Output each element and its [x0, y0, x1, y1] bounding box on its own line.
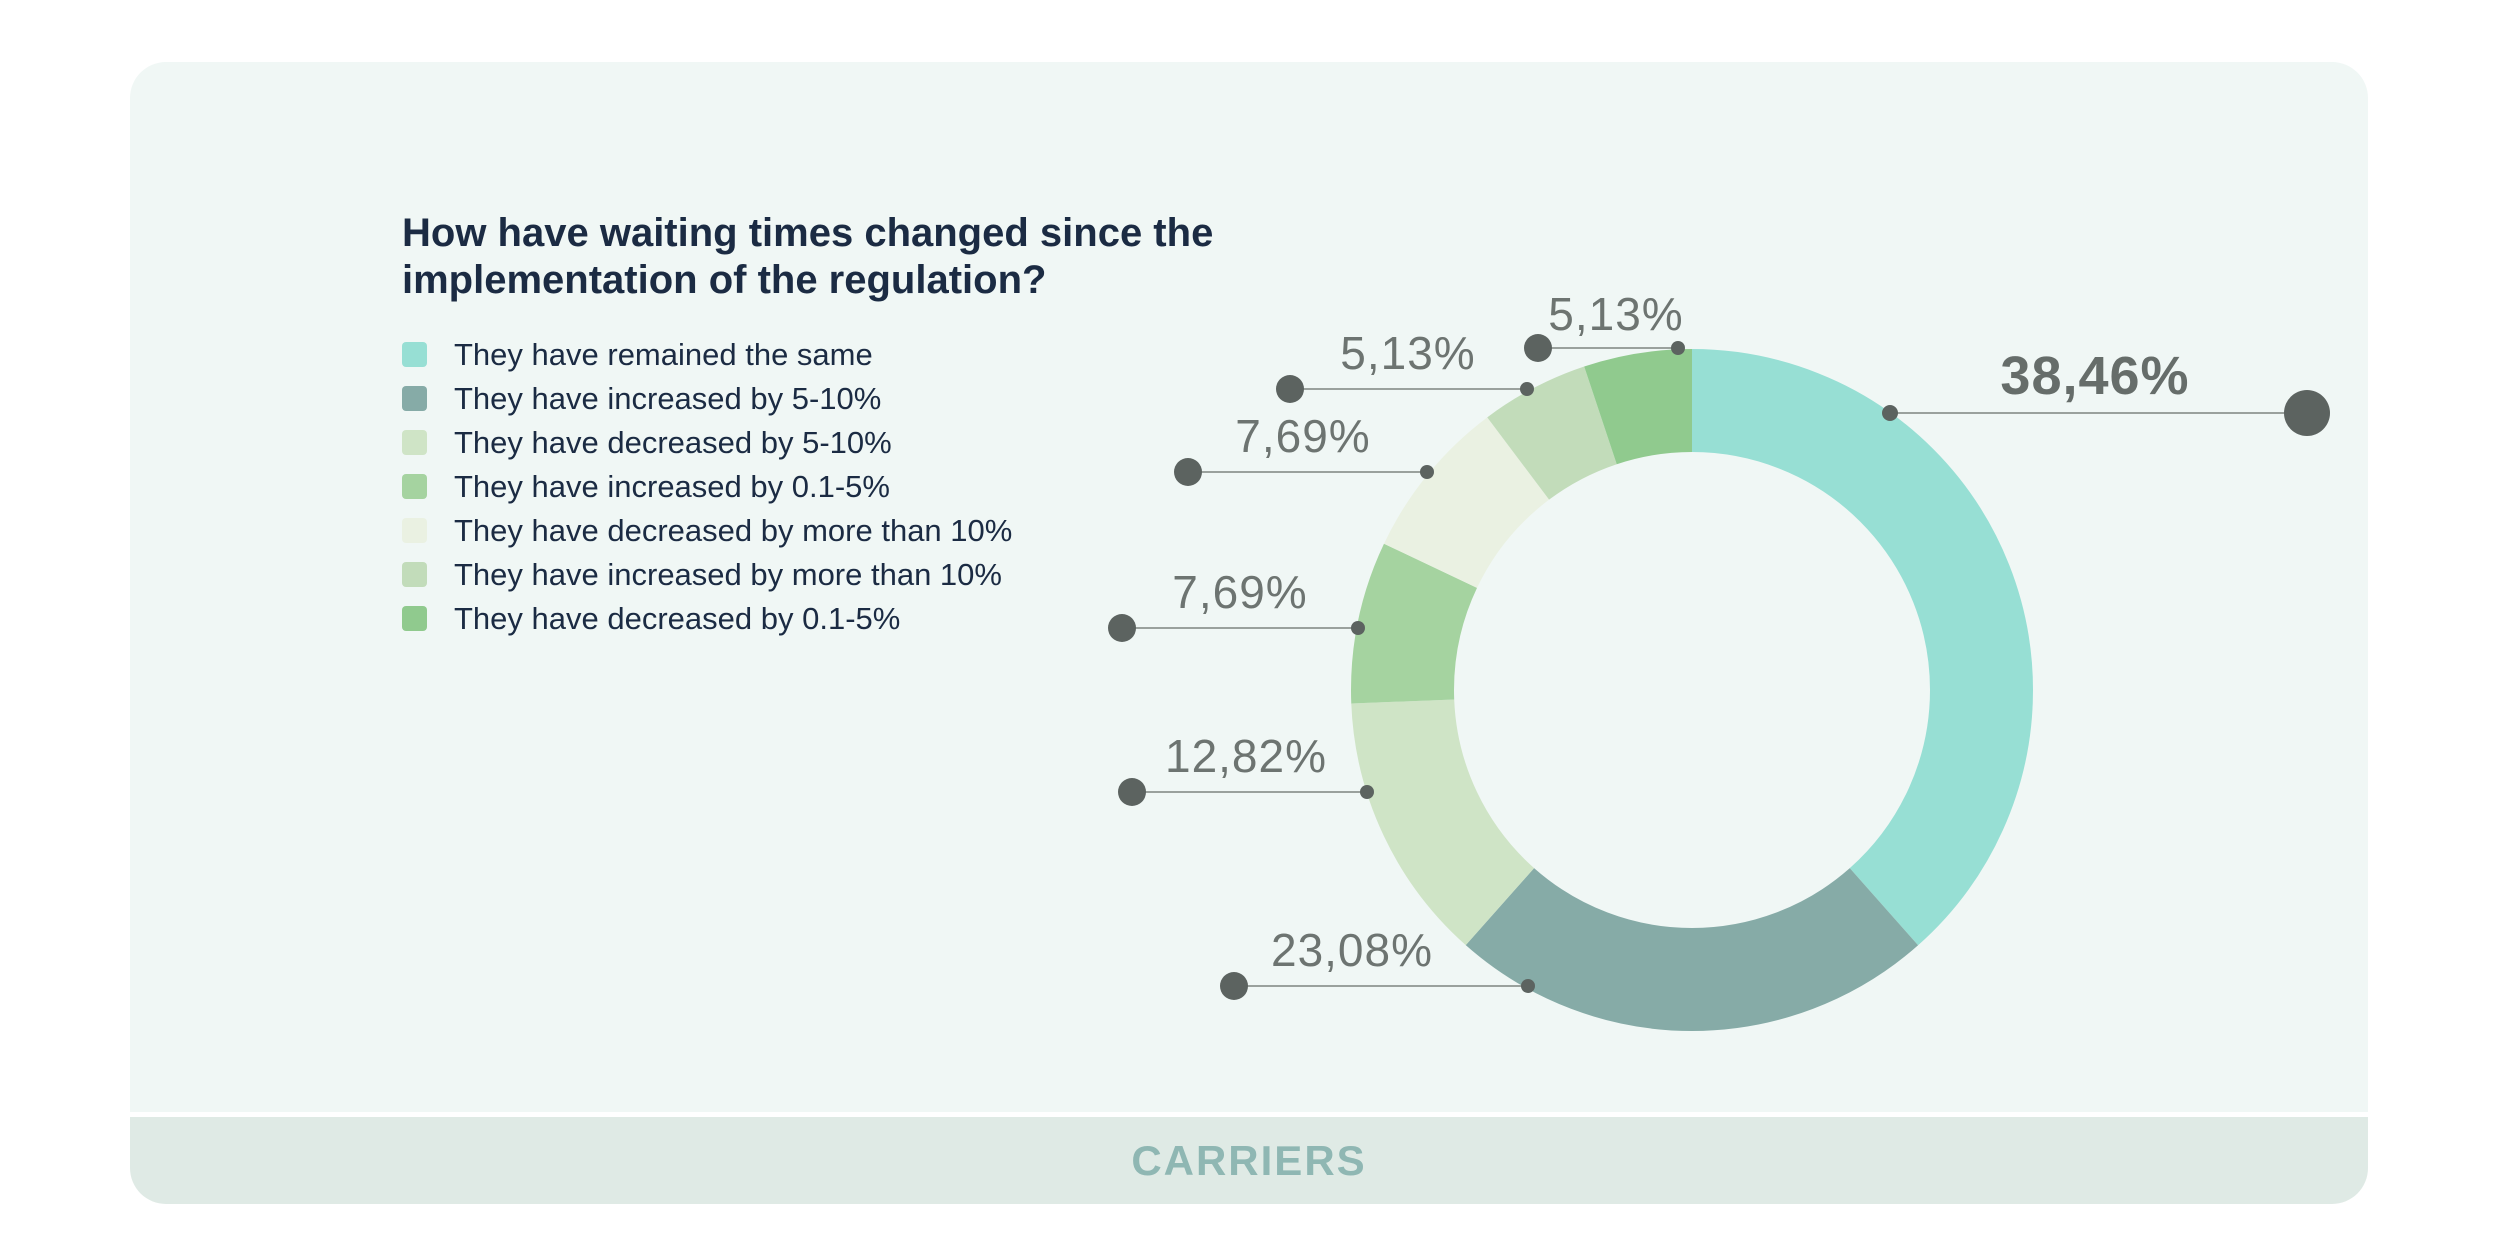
legend-label: They have decreased by more than 10% — [454, 512, 1013, 548]
legend-swatch — [402, 474, 427, 499]
legend-label: They have increased by more than 10% — [454, 556, 1002, 592]
legend-label: They have decreased by 5-10% — [454, 424, 892, 460]
legend-item: They have increased by 0.1-5% — [402, 468, 1012, 504]
legend-swatch — [402, 342, 427, 367]
legend-item: They have remained the same — [402, 336, 1012, 372]
legend-label: They have increased by 5-10% — [454, 380, 882, 416]
legend-label: They have increased by 0.1-5% — [454, 468, 890, 504]
footer-label: CARRIERS — [1131, 1136, 1367, 1184]
legend-item: They have decreased by more than 10% — [402, 512, 1013, 548]
footer-band: CARRIERS — [130, 1117, 2368, 1204]
legend-label: They have decreased by 0.1-5% — [454, 600, 901, 636]
chart-title: How have waiting times changed since the… — [402, 211, 1214, 302]
survey-chart-card: How have waiting times changed since the… — [130, 62, 2368, 1112]
legend-item: They have decreased by 5-10% — [402, 424, 1012, 460]
chart-legend: They have remained the same They have inc… — [402, 336, 1013, 646]
legend-item: They have increased by 5-10% — [402, 380, 1012, 416]
legend-item: They have increased by more than 10% — [402, 556, 1012, 592]
legend-swatch — [402, 430, 427, 455]
legend-label: They have remained the same — [454, 336, 873, 372]
legend-swatch — [402, 386, 427, 411]
legend-swatch — [402, 606, 427, 631]
legend-item: They have decreased by 0.1-5% — [402, 600, 1012, 636]
legend-swatch — [402, 518, 427, 543]
legend-swatch — [402, 562, 427, 587]
